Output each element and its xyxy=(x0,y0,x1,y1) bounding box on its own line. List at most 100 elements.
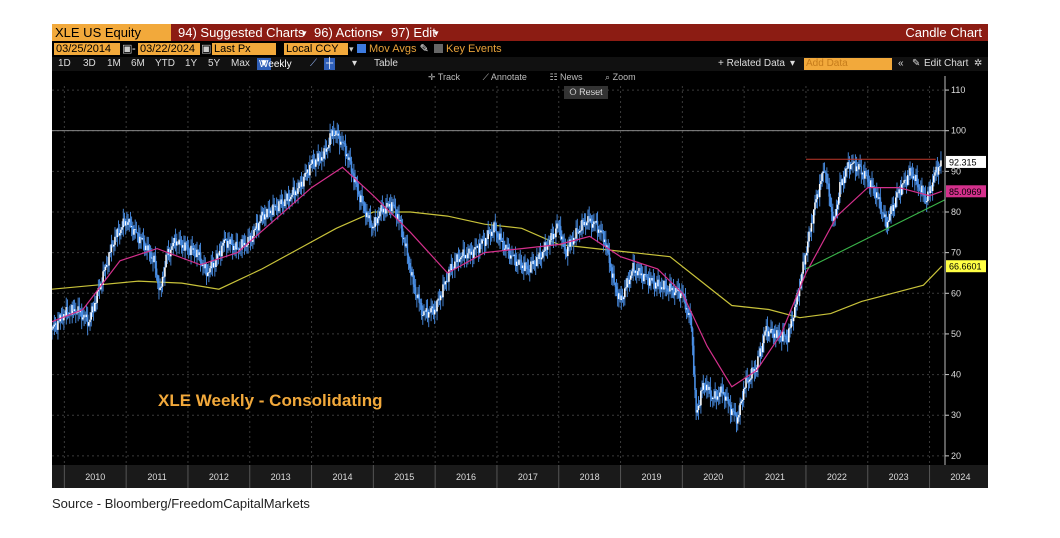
track-tool[interactable]: ✛ Track xyxy=(428,72,461,82)
candle-body xyxy=(629,275,632,280)
candle-body xyxy=(736,417,739,424)
range-max[interactable]: Max xyxy=(231,58,250,69)
period-select[interactable]: Weekly ▼ xyxy=(257,58,292,70)
candle-body xyxy=(191,245,194,250)
ticker-field[interactable]: XLE US Equity xyxy=(52,24,171,41)
price-field-select[interactable]: Last Px xyxy=(212,43,276,55)
range-1m[interactable]: 1M xyxy=(107,58,121,69)
candle-body xyxy=(398,214,400,221)
candle-body xyxy=(349,157,352,162)
candle-body xyxy=(561,236,563,240)
candle-body xyxy=(748,379,751,382)
key-events-toggle[interactable]: Key Events xyxy=(434,43,502,55)
candle-body xyxy=(378,216,380,219)
candle-body xyxy=(357,190,360,195)
candle-body xyxy=(531,261,533,265)
candle-body xyxy=(446,280,449,282)
candle-body xyxy=(393,204,396,207)
candle-body xyxy=(221,245,223,257)
candle-body xyxy=(583,221,586,226)
x-tick-label: 2012 xyxy=(209,472,229,482)
line-chart-icon[interactable]: ⟋ xyxy=(310,58,317,69)
gear-icon[interactable]: ✲ xyxy=(974,58,983,69)
candle-body xyxy=(638,268,640,272)
candle-body xyxy=(934,172,936,176)
candle-body xyxy=(757,356,759,368)
candle-body xyxy=(267,208,270,210)
candle-body xyxy=(353,173,355,183)
candle-body xyxy=(102,271,104,285)
reset-button[interactable]: ⭘ Reset xyxy=(564,86,608,99)
zoom-tool[interactable]: ⌕ Zoom xyxy=(605,72,636,82)
range-6m[interactable]: 6M xyxy=(131,58,145,69)
range-3d[interactable]: 3D xyxy=(83,58,96,69)
end-date-field[interactable]: 03/22/2024 xyxy=(138,43,200,55)
start-date-field[interactable]: 03/25/2014 xyxy=(54,43,120,55)
candle-body xyxy=(710,397,713,400)
pencil-icon[interactable]: ✎ xyxy=(419,43,429,55)
chevron-down-icon: ▾ xyxy=(349,44,354,54)
candle-body xyxy=(364,211,367,218)
candle-body xyxy=(326,147,329,149)
candle-body xyxy=(695,389,697,413)
candle-body xyxy=(841,179,844,186)
mov-avgs-toggle[interactable]: Mov Avgs ✎ xyxy=(357,43,429,55)
candle-body xyxy=(652,278,655,282)
candle-body xyxy=(487,230,489,240)
candle-body xyxy=(325,148,328,152)
candle-body xyxy=(60,314,63,317)
candle-chart-icon[interactable]: ┼ xyxy=(324,58,336,70)
related-data-menu[interactable]: + Related Data xyxy=(718,58,785,69)
edit-chart-button[interactable]: Edit Chart xyxy=(924,58,969,69)
candle-body xyxy=(225,239,228,248)
range-1d[interactable]: 1D xyxy=(58,58,71,69)
candle-body xyxy=(772,328,775,338)
candle-body xyxy=(274,206,277,208)
table-button[interactable]: Table xyxy=(374,58,398,69)
y-tick-label: 100 xyxy=(951,126,966,136)
range-1y[interactable]: 1Y xyxy=(185,58,198,69)
candle-body xyxy=(492,231,494,233)
candle-body xyxy=(139,236,141,244)
range-5y[interactable]: 5Y xyxy=(208,58,221,69)
collapse-icon[interactable]: « xyxy=(898,58,904,69)
candle-body xyxy=(681,292,683,294)
candle-body xyxy=(64,313,66,316)
candle-body xyxy=(235,241,238,250)
add-data-input[interactable]: Add Data xyxy=(804,58,892,70)
candle-body xyxy=(677,288,680,292)
candle-body xyxy=(320,157,323,161)
chart-type-label: Candle Chart xyxy=(905,25,982,40)
candle-body xyxy=(367,212,369,219)
calendar-icon[interactable]: ▣ xyxy=(201,43,212,55)
candle-body xyxy=(110,244,113,253)
currency-select[interactable]: Local CCY xyxy=(284,43,348,55)
candle-body xyxy=(123,218,126,226)
candle-body xyxy=(627,278,630,285)
x-tick-label: 2015 xyxy=(394,472,414,482)
candle-body xyxy=(261,211,264,216)
candle-body xyxy=(624,288,626,298)
candle-body xyxy=(177,241,179,245)
range-ytd[interactable]: YTD xyxy=(155,58,175,69)
candle-body xyxy=(153,255,156,263)
pencil-icon[interactable]: ✎ xyxy=(912,58,921,69)
actions-menu[interactable]: 96) Actions xyxy=(314,25,379,40)
candle-body xyxy=(410,268,412,276)
candle-body xyxy=(444,281,447,285)
news-tool[interactable]: ☷ News xyxy=(549,72,583,82)
bloomberg-chart-window: XLE US Equity 94) Suggested Charts ▾ 96)… xyxy=(52,24,988,488)
edit-menu[interactable]: 97) Edit xyxy=(391,25,436,40)
annotate-tool[interactable]: ⟋ Annotate xyxy=(482,72,527,82)
candle-body xyxy=(83,314,85,318)
candle-body xyxy=(382,208,385,213)
calendar-icon[interactable]: ▣ xyxy=(122,43,133,55)
candle-body xyxy=(408,262,411,269)
suggested-charts-menu[interactable]: 94) Suggested Charts xyxy=(178,25,305,40)
candle-body xyxy=(223,239,226,243)
candle-body xyxy=(133,229,135,235)
candle-body xyxy=(509,255,512,259)
candle-body xyxy=(706,384,708,391)
candle-body xyxy=(826,173,828,184)
candle-body xyxy=(457,254,460,262)
